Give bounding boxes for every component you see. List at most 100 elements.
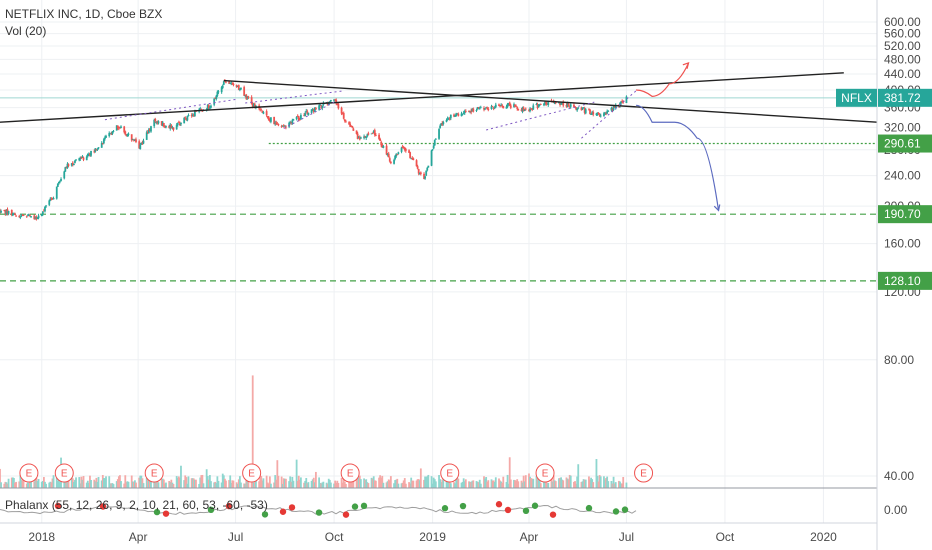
earnings-marker [634,463,654,483]
indicator-dot [153,508,161,516]
candle-body [111,131,114,135]
volume-bar [147,477,150,488]
candle-body [358,137,361,140]
volume-bar [597,481,600,488]
volume-bar [18,481,21,488]
volume-bar [349,482,352,488]
volume-bar [604,479,606,488]
candle-body [461,113,464,115]
volume-bar [430,476,433,488]
volume-bar [260,476,263,488]
candle-body [147,129,150,134]
volume-bar [145,478,148,488]
indicator-dot [459,502,467,510]
volume-bar [313,482,316,488]
volume-bar [78,477,81,488]
volume-bar [394,480,397,488]
volume-bar [66,480,69,488]
candle-body [169,124,172,129]
volume-bar [356,478,359,488]
earnings-marker-label: E [640,469,647,480]
candle-body [51,199,54,200]
volume-bar [217,480,220,488]
candle-body [240,87,242,90]
volume-bar [246,475,249,488]
candle-body [432,145,435,149]
volume-bar [499,480,501,488]
projection-up [636,62,690,97]
volume-bar [7,478,10,488]
candle-body [506,103,509,107]
volume-bar [614,482,617,488]
volume-bar [157,482,160,488]
candle-body [425,170,428,176]
volume-bar [320,483,323,488]
indicator-dot [54,502,62,510]
volume-bar [498,478,500,488]
volume-bar [322,481,325,488]
volume-bar [176,477,179,488]
candle-body [334,99,337,101]
candle-body [449,114,452,119]
volume-bar [455,480,458,488]
candle-body [206,104,209,111]
volume-bar [160,478,163,488]
volume-bar [255,479,257,488]
candle-body [237,85,240,90]
candle-body [584,109,587,114]
volume-bar [328,479,331,488]
candle-body [486,107,489,110]
candle-body [190,115,193,116]
volume-bar [40,481,43,488]
volume-bar [191,478,194,488]
indicator-dot [495,501,503,508]
candle-body [295,116,298,120]
candle-body [55,186,58,199]
candle-body [545,101,548,105]
candle-body [341,113,344,115]
volume-bar [479,483,482,488]
volume-bar [51,478,54,488]
candle-body [277,124,280,126]
candle-body [312,109,315,112]
volume-bar [514,480,516,488]
projections [636,62,721,212]
volume-bar [327,478,330,488]
candle-body [592,112,595,115]
candle-body [590,114,592,115]
volume-bar [170,479,173,488]
volume-bar [408,482,410,488]
candle-body [236,86,239,87]
candle-body [517,109,520,111]
candle-body [469,111,471,113]
candle-body [575,107,578,110]
candle-body [509,105,512,108]
volume-bar [538,476,541,488]
volume-bar [590,477,592,488]
candle-body [537,104,540,108]
candle-body [560,103,563,105]
indicator-dot [549,511,557,518]
volume-bar [183,480,186,488]
candle-body [430,150,433,166]
volume-bar [453,482,455,488]
candle-body [507,103,510,105]
volume-bar [575,483,578,488]
volume-bar [100,480,103,488]
candle-body [411,158,414,159]
candle-body [78,158,81,161]
candle-body [138,141,141,149]
volume-bar [524,475,527,488]
candle-body [6,209,9,214]
price-tick-label: 40.00 [884,469,914,483]
candle-body [29,215,31,217]
volume-bar [251,375,254,488]
candle-body [81,156,84,158]
volume-bar [424,476,427,488]
volume-bar [253,479,256,488]
volume-bar [274,475,277,488]
time-axis[interactable]: 2018 Apr Jul Oct 2019 Apr Jul Oct 2020 [28,530,837,544]
volume-bar [120,481,122,488]
candle-body [381,144,384,148]
candle-body [71,162,74,165]
